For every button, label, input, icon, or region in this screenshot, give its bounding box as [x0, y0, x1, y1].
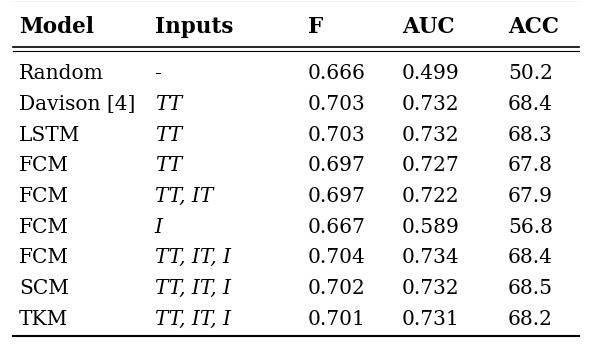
- Text: TT, IT, I: TT, IT, I: [155, 279, 231, 298]
- Text: 0.666: 0.666: [308, 64, 366, 83]
- Text: Model: Model: [19, 16, 94, 38]
- Text: 0.731: 0.731: [402, 310, 460, 329]
- Text: 67.8: 67.8: [508, 156, 553, 175]
- Text: Inputs: Inputs: [155, 16, 233, 38]
- Text: 0.727: 0.727: [402, 156, 460, 175]
- Text: Random: Random: [19, 64, 104, 83]
- Text: 0.589: 0.589: [402, 218, 460, 237]
- Text: 0.703: 0.703: [308, 126, 365, 145]
- Text: 68.3: 68.3: [508, 126, 553, 145]
- Text: FCM: FCM: [19, 248, 69, 267]
- Text: 0.732: 0.732: [402, 95, 459, 114]
- Text: ACC: ACC: [508, 16, 559, 38]
- Text: 0.697: 0.697: [308, 156, 366, 175]
- Text: 56.8: 56.8: [508, 218, 553, 237]
- Text: 0.701: 0.701: [308, 310, 366, 329]
- Text: F: F: [308, 16, 323, 38]
- Text: 0.499: 0.499: [402, 64, 460, 83]
- Text: FCM: FCM: [19, 187, 69, 206]
- Text: 68.4: 68.4: [508, 248, 553, 267]
- Text: Davison [4]: Davison [4]: [19, 95, 136, 114]
- Text: TT, IT, I: TT, IT, I: [155, 310, 231, 329]
- Text: FCM: FCM: [19, 156, 69, 175]
- Text: 67.9: 67.9: [508, 187, 553, 206]
- Text: TT: TT: [155, 156, 182, 175]
- Text: TT, IT, I: TT, IT, I: [155, 248, 231, 267]
- Text: AUC: AUC: [402, 16, 455, 38]
- Text: SCM: SCM: [19, 279, 69, 298]
- Text: TT, IT: TT, IT: [155, 187, 213, 206]
- Text: -: -: [155, 64, 162, 83]
- Text: I: I: [155, 218, 163, 237]
- Text: 0.732: 0.732: [402, 126, 459, 145]
- Text: 0.702: 0.702: [308, 279, 365, 298]
- Text: 68.2: 68.2: [508, 310, 553, 329]
- Text: TKM: TKM: [19, 310, 68, 329]
- Text: 0.734: 0.734: [402, 248, 459, 267]
- Text: TT: TT: [155, 126, 182, 145]
- Text: 68.5: 68.5: [508, 279, 553, 298]
- Text: 0.667: 0.667: [308, 218, 366, 237]
- Text: 0.697: 0.697: [308, 187, 366, 206]
- Text: TT: TT: [155, 95, 182, 114]
- Text: FCM: FCM: [19, 218, 69, 237]
- Text: 0.732: 0.732: [402, 279, 459, 298]
- Text: 68.4: 68.4: [508, 95, 553, 114]
- Text: LSTM: LSTM: [19, 126, 81, 145]
- Text: 0.703: 0.703: [308, 95, 365, 114]
- Text: 0.722: 0.722: [402, 187, 459, 206]
- Text: 0.704: 0.704: [308, 248, 365, 267]
- Text: 50.2: 50.2: [508, 64, 553, 83]
